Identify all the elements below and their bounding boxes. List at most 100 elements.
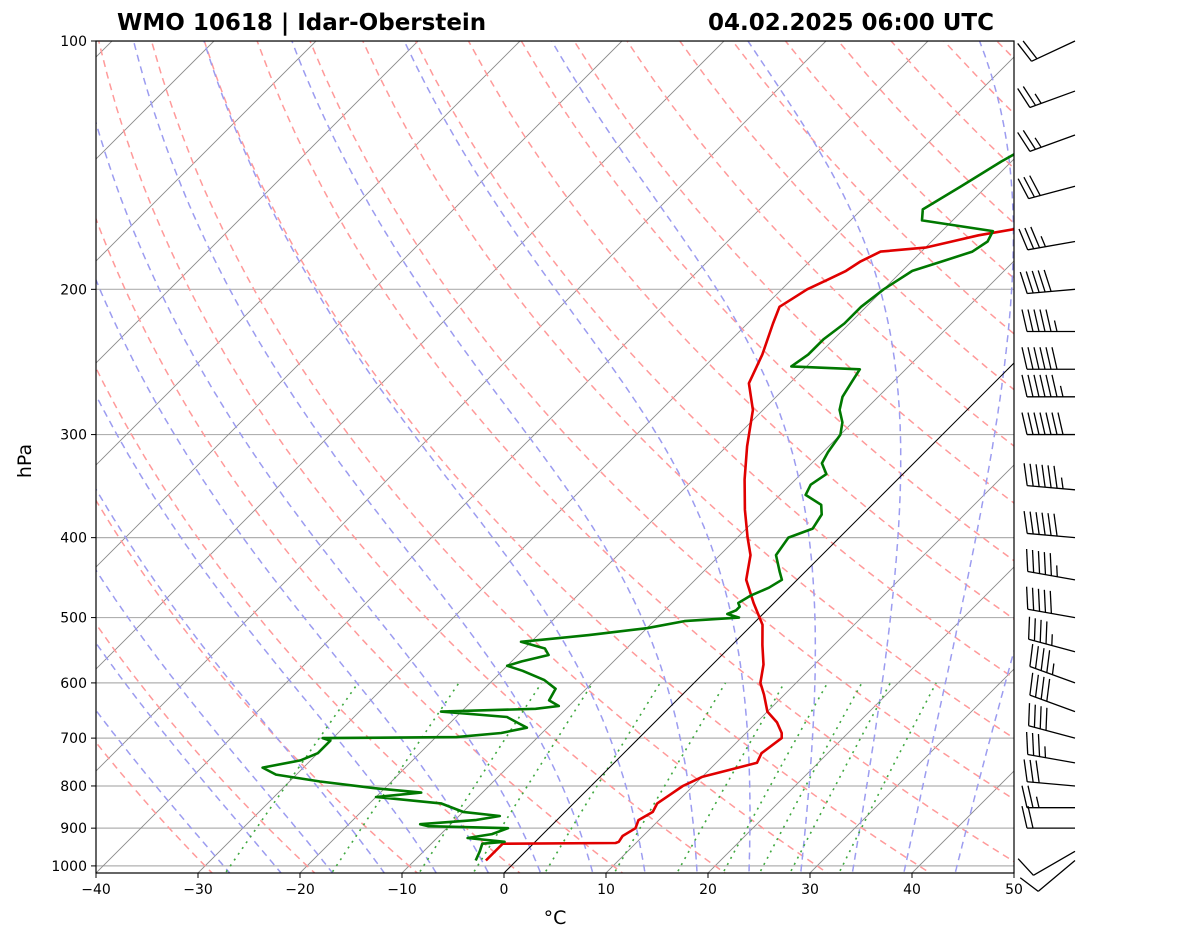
x-tick-label: 20 (699, 882, 717, 898)
y-tick-label: 1000 (51, 859, 87, 875)
dry-adiabat (150, 41, 829, 873)
x-tick-label: 40 (903, 882, 921, 898)
wind-barb (1023, 463, 1076, 491)
x-tick-label: −10 (387, 882, 417, 898)
dry-adiabat (97, 41, 727, 873)
wind-barb (1027, 703, 1076, 739)
mixing-ratio-line (224, 682, 359, 873)
wind-barbs (1017, 40, 1076, 892)
wind-barb (1021, 806, 1075, 829)
plot-frame (95, 40, 1015, 874)
y-tick-label: 200 (60, 282, 87, 298)
temperature-line (484, 227, 1014, 862)
wind-barb (1017, 86, 1076, 109)
wind-barb (1029, 644, 1076, 684)
isotherm-line (96, 41, 419, 364)
isotherm-line (197, 56, 1014, 873)
wind-barb (1017, 130, 1076, 153)
wind-barb (1021, 374, 1075, 398)
dry-adiabat (520, 41, 1014, 562)
chart-title-left: WMO 10618 | Idar-Oberstein (117, 10, 486, 36)
mixing-ratio-line (838, 682, 937, 873)
mixing-ratio-line (789, 682, 892, 873)
isotherm-line (96, 41, 827, 772)
moist-adiabat (96, 568, 334, 873)
dry-adiabat (414, 41, 1014, 680)
x-tick-label: 30 (801, 882, 819, 898)
y-axis-ticks: 100 200 300 400 500 600 700 800 900 1000 (51, 34, 96, 875)
x-tick-label: 50 (1005, 882, 1023, 898)
mixing-ratio-line (613, 682, 727, 873)
moist-adiabat (403, 41, 751, 873)
mixing-ratio-line (675, 682, 785, 873)
wind-barb (1025, 548, 1076, 581)
dry-adiabat (96, 216, 624, 873)
x-tick-label: 10 (597, 882, 615, 898)
moist-adiabat (96, 709, 231, 873)
y-tick-label: 500 (60, 611, 87, 627)
y-tick-label: 400 (60, 531, 87, 547)
moist-adiabat (203, 41, 646, 873)
dry-adiabat (256, 41, 1014, 863)
moist-adiabat (96, 120, 542, 873)
moist-adiabat (291, 41, 698, 873)
wind-barb (1021, 785, 1075, 809)
x-tick-label: −30 (183, 882, 213, 898)
wind-barb (1021, 309, 1075, 333)
y-tick-label: 700 (60, 731, 87, 747)
chart-title-right: 04.02.2025 06:00 UTC (708, 10, 994, 36)
wind-barb (1025, 731, 1076, 764)
y-tick-label: 300 (60, 428, 87, 444)
moist-adiabat (954, 648, 1014, 873)
isotherm-line (707, 566, 1014, 873)
y-tick-label: 900 (60, 821, 87, 837)
sounding-profiles (261, 152, 1014, 862)
x-tick-label: −20 (285, 882, 315, 898)
zero-degree-isotherm (503, 362, 1014, 873)
isotherm-line (96, 41, 623, 568)
mixing-ratio-line (330, 682, 460, 873)
wind-barb (1027, 616, 1076, 653)
moist-adiabat (132, 41, 594, 873)
dry-adiabat (362, 41, 1014, 740)
x-axis-ticks: −40 −30 −20 −10 0 10 20 30 40 50 (81, 873, 1023, 898)
wind-barb (1019, 269, 1076, 295)
wind-barb (1021, 412, 1075, 436)
wind-barb (1025, 586, 1076, 619)
isotherm-line (299, 158, 1014, 873)
x-axis-label: °C (544, 907, 567, 929)
x-tick-label: 0 (500, 882, 509, 898)
y-axis-label: hPa (14, 444, 36, 478)
isotherm-line (96, 41, 317, 262)
wind-barb (1029, 672, 1076, 713)
isotherm-line (401, 260, 1014, 873)
y-tick-label: 600 (60, 676, 87, 692)
wind-barb (1023, 511, 1076, 539)
isotherm-line (809, 668, 1014, 873)
moist-adiabats (96, 41, 1014, 873)
wind-barb (1021, 347, 1075, 370)
moist-adiabat (96, 278, 490, 873)
dry-adiabat (96, 622, 316, 873)
dry-adiabats (96, 41, 1014, 873)
dry-adiabat (573, 41, 1014, 504)
x-tick-label: −40 (81, 882, 111, 898)
moist-adiabat (747, 41, 902, 873)
moist-adiabat (96, 641, 282, 873)
isotherm-line (96, 41, 725, 670)
mixing-ratio-lines (224, 682, 937, 873)
moist-adiabat (903, 41, 1014, 873)
wind-barb (1018, 226, 1076, 251)
dry-adiabat (96, 366, 521, 873)
moist-adiabat (551, 41, 817, 873)
wind-barb (1017, 40, 1076, 62)
dry-adiabat (203, 41, 932, 873)
mixing-ratio-line (758, 682, 863, 873)
y-tick-label: 100 (60, 34, 87, 50)
isotherm-line (96, 41, 521, 466)
isotherm-line (605, 464, 1014, 873)
mixing-ratio-line (722, 682, 829, 873)
zero-isotherm-line (503, 362, 1014, 873)
